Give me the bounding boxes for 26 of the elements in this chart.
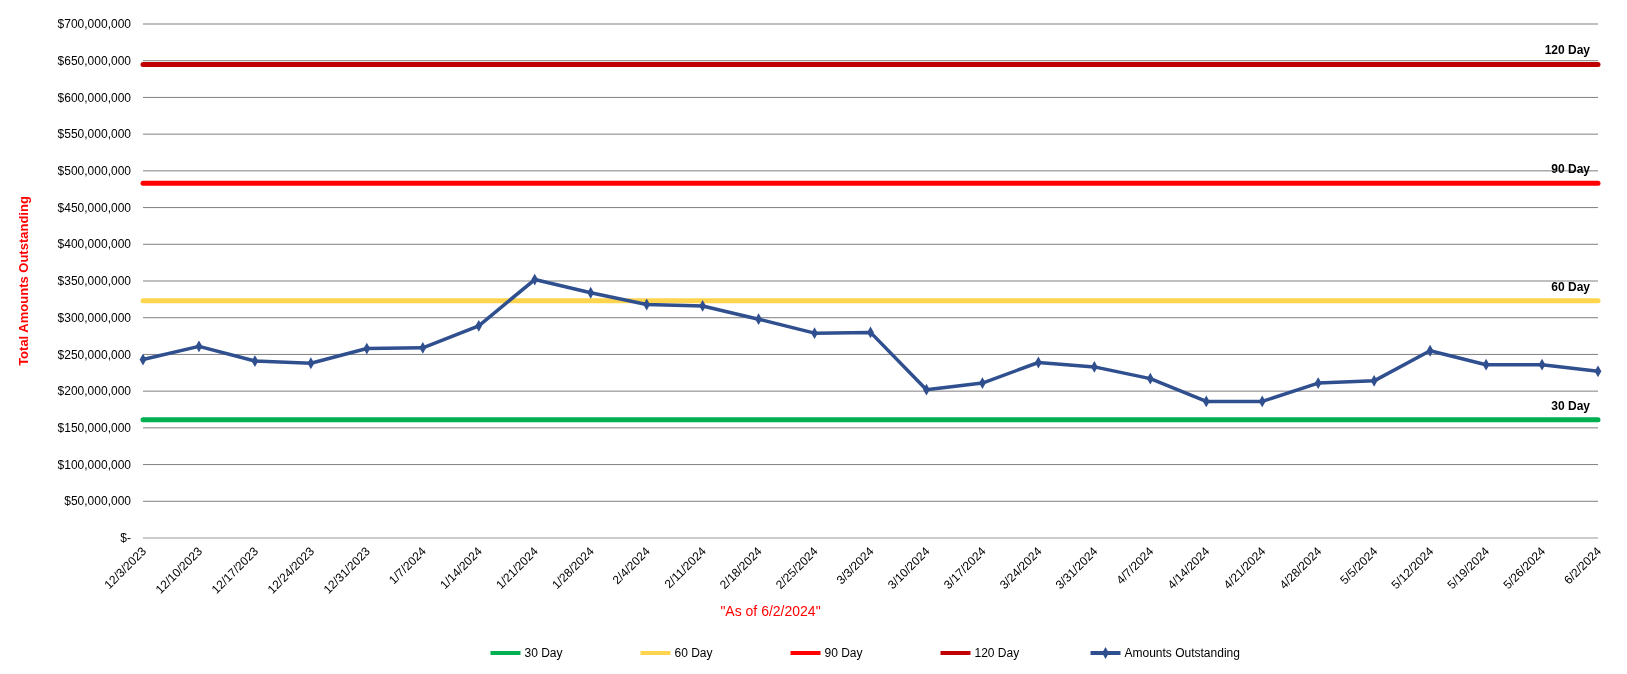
text: 90 Day — [1551, 162, 1590, 177]
y-tick-label: $650,000,000 — [57, 53, 132, 68]
y-axis-title: Total Amounts Outstanding — [16, 196, 31, 366]
y-tick-label: $200,000,000 — [57, 384, 132, 399]
y-tick-label: $350,000,000 — [57, 274, 132, 289]
y-tick-label: $50,000,000 — [64, 494, 132, 509]
y-tick-label: $600,000,000 — [57, 90, 132, 105]
y-tick-label: $400,000,000 — [57, 237, 132, 252]
legend-label: 90 Day — [824, 646, 863, 661]
legend-label: Amounts Outstanding — [1124, 646, 1240, 661]
text: 30 Day — [1551, 398, 1590, 413]
y-tick-label: $700,000,000 — [57, 17, 132, 32]
y-tick-label: $250,000,000 — [57, 347, 132, 362]
y-tick-label: $150,000,000 — [57, 421, 132, 436]
legend-label: 60 Day — [674, 646, 713, 661]
text: 60 Day — [1551, 279, 1590, 294]
y-tick-label: $550,000,000 — [57, 127, 132, 142]
y-tick-label: $100,000,000 — [57, 457, 132, 472]
y-tick-label: $450,000,000 — [57, 200, 132, 215]
y-tick-label: $300,000,000 — [57, 310, 132, 325]
legend-label: 120 Day — [974, 646, 1020, 661]
y-tick-label: $- — [120, 531, 131, 546]
legend-label: 30 Day — [524, 646, 563, 661]
text: 120 Day — [1544, 43, 1590, 58]
y-tick-label: $500,000,000 — [57, 164, 132, 179]
x-axis-title: "As of 6/2/2024" — [720, 603, 821, 619]
